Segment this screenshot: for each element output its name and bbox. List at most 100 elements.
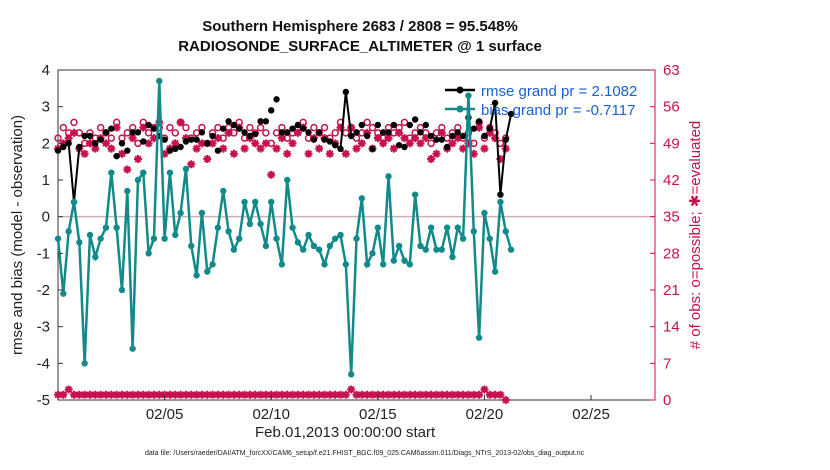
rmse-point — [220, 125, 227, 132]
evaluated-obs-point — [293, 128, 302, 137]
rmse-point — [97, 136, 104, 143]
rmse-point — [310, 136, 318, 143]
legend-marker-bias — [456, 105, 464, 113]
rmse-point — [481, 132, 488, 140]
evaluated-obs-point — [107, 144, 116, 153]
evaluated-obs-bottom-point — [139, 390, 148, 399]
rmse-point — [438, 136, 445, 143]
x-tick-label: 02/25 — [572, 406, 610, 423]
evaluated-obs-bottom-point — [96, 390, 105, 399]
bias-point — [172, 231, 179, 239]
rmse-point — [315, 129, 323, 136]
bias-point — [305, 231, 312, 239]
bias-point — [326, 242, 334, 250]
bias-point — [150, 235, 158, 242]
rmse-point — [92, 140, 99, 147]
bias-point — [294, 239, 302, 246]
rmse-point — [427, 132, 435, 140]
bias-point — [454, 224, 461, 231]
rmse-point — [347, 132, 355, 140]
evaluated-obs-point — [139, 123, 148, 132]
evaluated-obs-bottom-point — [59, 390, 68, 399]
possible-obs-point — [107, 134, 116, 142]
evaluated-obs-point — [176, 118, 185, 127]
bias-point — [193, 272, 200, 279]
y-axis-label-right: # of obs: o=possible; ✱=evaluated — [687, 121, 704, 350]
evaluated-obs-point — [80, 149, 89, 158]
bias-point — [86, 231, 94, 239]
evaluated-obs-point — [149, 134, 158, 143]
evaluated-obs-bottom-point — [64, 385, 73, 394]
left-tick-label: 0 — [42, 209, 50, 226]
evaluated-obs-bottom-point — [277, 390, 286, 399]
bias-point — [129, 345, 136, 352]
evaluated-obs-bottom-point — [133, 390, 142, 399]
evaluated-obs-point — [219, 144, 228, 153]
bias-point — [433, 246, 440, 253]
left-tick-label: -5 — [37, 392, 50, 409]
evaluated-obs-point — [288, 139, 297, 148]
bias-point — [156, 77, 163, 85]
rmse-point — [252, 130, 259, 138]
possible-obs-point — [166, 123, 174, 132]
rmse-point — [188, 136, 195, 143]
evaluated-obs-bottom-point — [101, 390, 110, 399]
evaluated-obs-bottom-point — [107, 390, 116, 399]
evaluated-obs-bottom-point — [251, 390, 260, 399]
evaluated-obs-bottom-point — [363, 390, 372, 399]
evaluated-obs-point — [261, 139, 270, 148]
evaluated-obs-point — [315, 144, 324, 153]
bias-point — [507, 246, 515, 253]
rmse-point — [379, 129, 387, 136]
bias-point — [390, 257, 398, 264]
evaluated-obs-bottom-point — [224, 390, 233, 399]
left-tick-label: -3 — [37, 319, 50, 336]
rmse-point — [129, 129, 136, 136]
rmse-point — [449, 132, 456, 140]
rmse-point — [278, 129, 286, 136]
bias-point — [220, 187, 227, 195]
evaluated-obs-point — [117, 149, 126, 158]
possible-obs-point — [70, 118, 78, 127]
x-tick-label: 02/20 — [466, 406, 504, 423]
evaluated-obs-bottom-point — [128, 390, 137, 399]
bias-point — [236, 235, 243, 242]
evaluated-obs-point — [352, 144, 361, 153]
rmse-point — [198, 129, 206, 136]
evaluated-obs-bottom-point — [117, 390, 126, 399]
evaluated-obs-bottom-point — [347, 385, 356, 394]
bias-point — [102, 224, 110, 231]
rmse-point — [166, 147, 174, 154]
rmse-point — [236, 125, 243, 132]
left-tick-label: -4 — [37, 355, 50, 372]
rmse-point — [299, 125, 307, 132]
bias-point — [241, 198, 248, 206]
rmse-point — [294, 121, 302, 129]
rmse-point — [193, 136, 200, 143]
evaluated-obs-bottom-point — [283, 390, 292, 399]
evaluated-obs-point — [213, 134, 222, 143]
bias-point — [65, 228, 72, 235]
rmse-point — [363, 132, 371, 140]
bias-point — [289, 224, 296, 231]
bias-point — [60, 290, 67, 297]
evaluated-obs-point — [464, 139, 473, 148]
evaluated-obs-point — [432, 149, 441, 158]
bias-point — [209, 261, 216, 268]
rmse-point — [401, 143, 408, 151]
evaluated-obs-point — [123, 165, 132, 174]
evaluated-obs-bottom-point — [267, 390, 276, 399]
rmse-point — [284, 129, 291, 136]
bias-point — [273, 235, 280, 242]
possible-obs-point — [363, 118, 371, 127]
possible-obs-point — [368, 123, 377, 132]
evaluated-obs-bottom-point — [320, 390, 329, 399]
bias-point — [257, 220, 264, 228]
bias-point — [188, 242, 195, 250]
rmse-point — [411, 116, 419, 123]
y-axis-label-left: rmse and bias (model - observation) — [9, 115, 26, 355]
bias-point — [363, 261, 371, 268]
evaluated-obs-bottom-point — [309, 390, 318, 399]
rmse-point — [443, 143, 451, 151]
